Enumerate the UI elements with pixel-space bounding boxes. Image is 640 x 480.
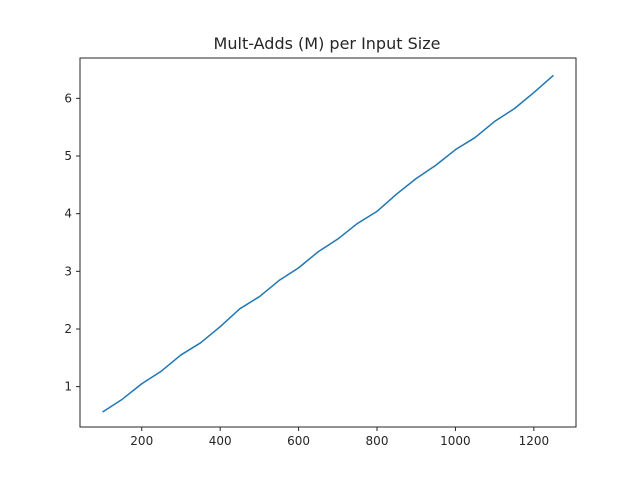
y-tick-label: 1 — [64, 380, 72, 394]
y-tick-label: 2 — [64, 322, 72, 336]
x-tick-label: 200 — [130, 434, 153, 448]
y-axis: 1 2 3 4 5 6 — [64, 91, 80, 394]
x-tick-label: 800 — [366, 434, 389, 448]
chart-title: Mult-Adds (M) per Input Size — [214, 34, 441, 53]
axes-frame — [79, 57, 577, 428]
x-axis: 200 400 600 800 1000 1200 — [130, 427, 549, 448]
x-tick-label: 1200 — [519, 434, 550, 448]
series-line-0 — [102, 74, 554, 413]
x-tick-label: 1000 — [440, 434, 471, 448]
plot-area — [102, 74, 554, 413]
y-tick-label: 6 — [64, 91, 72, 105]
y-tick-label: 3 — [64, 264, 72, 278]
x-tick-label: 400 — [209, 434, 232, 448]
x-tick-label: 600 — [287, 434, 310, 448]
y-tick-label: 5 — [64, 149, 72, 163]
y-tick-label: 4 — [64, 207, 72, 221]
